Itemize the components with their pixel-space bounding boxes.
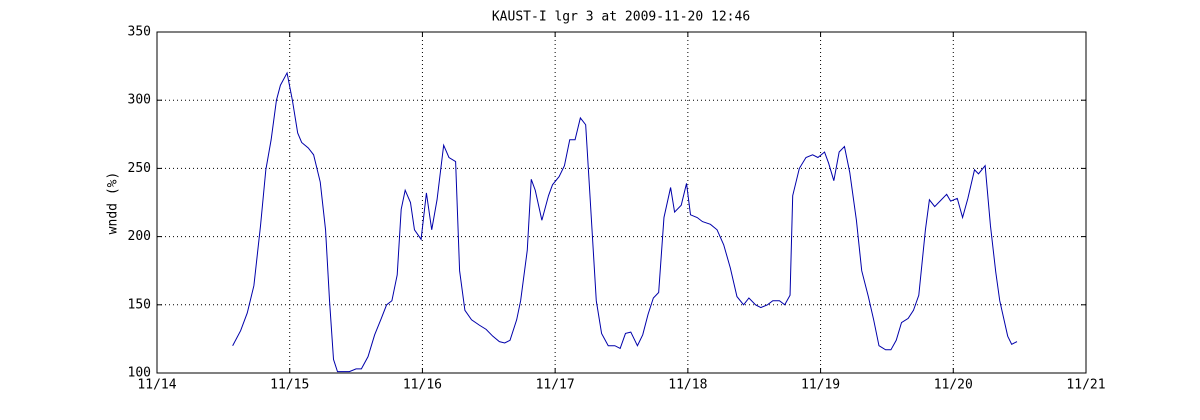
x-tick-label: 11/16 bbox=[403, 378, 442, 393]
x-tick-label: 11/19 bbox=[801, 378, 840, 393]
x-tick-label: 11/18 bbox=[668, 378, 707, 393]
x-tick-label: 11/14 bbox=[137, 378, 176, 393]
x-tick-label: 11/21 bbox=[1066, 378, 1105, 393]
y-tick-label: 300 bbox=[128, 93, 151, 108]
y-tick-label: 150 bbox=[128, 297, 151, 312]
plot-frame bbox=[156, 31, 1087, 374]
y-axis-label: wndd (%) bbox=[106, 172, 121, 235]
y-tick-label: 250 bbox=[128, 161, 151, 176]
x-tick-label: 11/20 bbox=[934, 378, 973, 393]
x-tick-label: 11/17 bbox=[536, 378, 575, 393]
y-tick-label: 100 bbox=[128, 366, 151, 381]
y-tick-label: 350 bbox=[128, 25, 151, 40]
chart-title: KAUST-I lgr 3 at 2009-11-20 12:46 bbox=[492, 10, 750, 25]
y-tick-label: 200 bbox=[128, 229, 151, 244]
data-line bbox=[232, 71, 1018, 373]
x-tick-label: 11/15 bbox=[270, 378, 309, 393]
